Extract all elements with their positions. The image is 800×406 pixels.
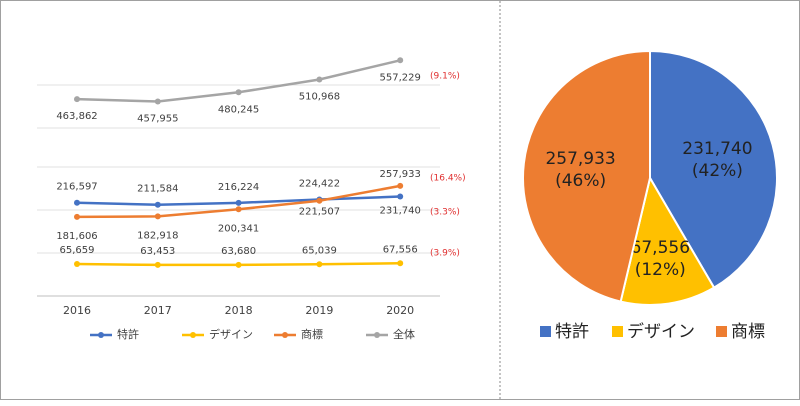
slice-percent: (42%) xyxy=(692,161,743,181)
legend-label: 特許 xyxy=(555,322,589,342)
pie-slice xyxy=(619,175,716,306)
marker xyxy=(397,57,404,64)
x-tick-label: 2017 xyxy=(144,304,172,317)
marker xyxy=(154,213,161,220)
data-label: 182,918 xyxy=(137,230,178,241)
data-label: 221,507 xyxy=(299,207,340,218)
marker xyxy=(397,182,404,189)
data-label: 480,245 xyxy=(218,104,259,115)
x-tick-label: 2019 xyxy=(305,304,333,317)
data-label: 181,606 xyxy=(56,231,97,242)
annotation: (3.9%) xyxy=(430,249,460,259)
legend-label: 商標 xyxy=(731,322,765,342)
annotation: (9.1%) xyxy=(430,72,460,82)
marker xyxy=(235,261,242,268)
legend-label: 特許 xyxy=(117,327,139,341)
slice-percent: (12%) xyxy=(635,260,686,280)
slice-value: 231,740 xyxy=(682,139,752,159)
data-label: 211,584 xyxy=(137,184,178,195)
marker xyxy=(74,96,80,103)
pie-slice xyxy=(649,49,778,290)
data-label: 257,933 xyxy=(380,169,421,180)
marker xyxy=(316,197,323,204)
legend-marker xyxy=(374,332,380,338)
legend-swatch xyxy=(540,326,551,337)
legend-label: デザイン xyxy=(209,327,253,341)
data-label: 231,740 xyxy=(380,206,421,217)
data-label: 510,968 xyxy=(299,92,340,103)
data-label: 63,680 xyxy=(221,246,256,257)
marker xyxy=(397,260,404,267)
marker xyxy=(74,213,80,220)
marker xyxy=(397,193,404,200)
annotation: (3.3%) xyxy=(430,208,460,218)
pie-slice xyxy=(522,49,651,303)
legend-label: 全体 xyxy=(393,327,415,341)
legend-marker xyxy=(98,332,104,338)
legend-marker xyxy=(190,332,196,338)
x-tick-label: 2016 xyxy=(63,304,91,317)
marker xyxy=(74,199,80,206)
x-tick-label: 2020 xyxy=(386,304,414,317)
marker xyxy=(235,89,242,96)
legend-marker xyxy=(282,332,288,338)
data-label: 63,453 xyxy=(140,246,175,257)
x-tick-label: 2018 xyxy=(225,304,253,317)
marker xyxy=(154,98,161,105)
legend-label: デザイン xyxy=(627,321,695,342)
marker xyxy=(316,76,323,83)
data-label: 67,556 xyxy=(383,244,418,255)
data-label: 463,862 xyxy=(56,111,97,122)
marker xyxy=(235,206,242,213)
data-label: 557,229 xyxy=(380,72,421,83)
data-label: 224,422 xyxy=(299,179,340,190)
slice-value: 67,556 xyxy=(631,238,690,258)
decor-lines xyxy=(37,84,440,254)
legend-swatch xyxy=(612,326,623,337)
slice-percent: (46%) xyxy=(555,171,606,191)
marker xyxy=(154,261,161,268)
data-label: 65,659 xyxy=(60,245,95,256)
marker xyxy=(235,199,242,206)
legend-swatch xyxy=(716,326,727,337)
annotation: (16.4%) xyxy=(430,174,466,184)
legend-label: 商標 xyxy=(301,327,323,341)
data-label: 216,597 xyxy=(56,182,97,193)
data-label: 200,341 xyxy=(218,223,259,234)
data-label: 216,224 xyxy=(218,182,259,193)
marker xyxy=(154,201,161,208)
slice-value: 257,933 xyxy=(545,149,615,169)
data-label: 457,955 xyxy=(137,114,178,125)
marker xyxy=(316,261,323,268)
data-label: 65,039 xyxy=(302,245,337,256)
marker xyxy=(74,261,80,268)
